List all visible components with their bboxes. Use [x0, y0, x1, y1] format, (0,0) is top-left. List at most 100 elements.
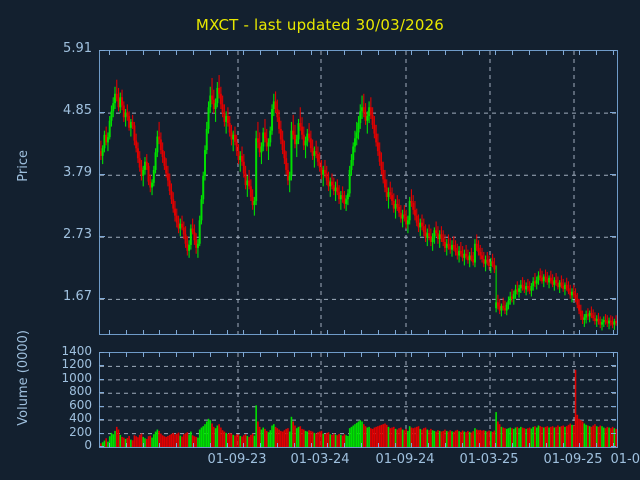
- volume-tick-label: 1200: [61, 357, 92, 372]
- tick-mark: [579, 443, 580, 448]
- tick-mark: [428, 50, 429, 55]
- price-chart-panel[interactable]: [99, 50, 618, 335]
- tick-mark: [126, 443, 127, 448]
- tick-mark: [529, 443, 530, 448]
- tick-mark: [596, 352, 597, 357]
- tick-mark: [411, 443, 412, 448]
- tick-mark: [176, 50, 177, 55]
- tick-mark: [411, 50, 412, 55]
- tick-mark: [579, 330, 580, 335]
- volume-tick-label: 1000: [61, 370, 92, 385]
- tick-mark: [378, 443, 379, 448]
- tick-mark: [311, 352, 312, 357]
- tick-mark: [610, 174, 616, 175]
- tick-mark: [611, 379, 616, 380]
- x-tick-label: 01-03-25: [459, 452, 519, 467]
- tick-mark: [227, 352, 228, 357]
- x-tick-label: 01-03-26: [610, 452, 640, 467]
- tick-mark: [243, 443, 244, 448]
- tick-mark: [294, 443, 295, 448]
- tick-mark: [378, 352, 379, 357]
- tick-mark: [260, 50, 261, 55]
- tick-mark: [99, 236, 105, 237]
- tick-mark: [294, 352, 295, 357]
- volume-tick-label: 1400: [61, 344, 92, 358]
- tick-mark: [512, 443, 513, 448]
- tick-mark: [395, 443, 396, 448]
- tick-mark: [277, 50, 278, 55]
- tick-mark: [479, 443, 480, 448]
- tick-mark: [596, 330, 597, 335]
- tick-mark: [159, 352, 160, 357]
- tick-mark: [277, 443, 278, 448]
- tick-mark: [126, 50, 127, 55]
- tick-mark: [462, 443, 463, 448]
- tick-mark: [99, 406, 104, 407]
- tick-mark: [126, 330, 127, 335]
- tick-mark: [311, 443, 312, 448]
- tick-mark: [563, 50, 564, 55]
- tick-mark: [99, 352, 104, 353]
- tick-mark: [126, 352, 127, 357]
- tick-mark: [462, 352, 463, 357]
- tick-mark: [109, 443, 110, 448]
- tick-mark: [210, 330, 211, 335]
- tick-mark: [99, 392, 104, 393]
- tick-mark: [611, 419, 616, 420]
- tick-mark: [428, 330, 429, 335]
- tick-mark: [613, 443, 614, 448]
- tick-mark: [361, 50, 362, 55]
- tick-mark: [344, 50, 345, 55]
- tick-mark: [512, 330, 513, 335]
- tick-mark: [311, 330, 312, 335]
- tick-mark: [411, 352, 412, 357]
- tick-mark: [176, 352, 177, 357]
- tick-mark: [344, 443, 345, 448]
- tick-mark: [210, 50, 211, 55]
- tick-mark: [210, 352, 211, 357]
- volume-tick-label: 0: [84, 438, 92, 452]
- tick-mark: [327, 330, 328, 335]
- tick-mark: [445, 352, 446, 357]
- tick-mark: [579, 50, 580, 55]
- tick-mark: [445, 330, 446, 335]
- tick-mark: [479, 330, 480, 335]
- tick-mark: [610, 50, 616, 51]
- volume-tick-label: 400: [69, 411, 92, 426]
- price-tick-label: 3.79: [63, 165, 92, 181]
- tick-mark: [361, 330, 362, 335]
- tick-mark: [378, 330, 379, 335]
- tick-mark: [579, 352, 580, 357]
- tick-mark: [193, 443, 194, 448]
- tick-mark: [613, 50, 614, 55]
- volume-bar-series: [100, 353, 617, 447]
- tick-mark: [378, 50, 379, 55]
- tick-mark: [277, 352, 278, 357]
- tick-mark: [563, 330, 564, 335]
- tick-mark: [495, 50, 496, 55]
- tick-mark: [99, 433, 104, 434]
- tick-mark: [243, 330, 244, 335]
- tick-mark: [227, 443, 228, 448]
- volume-chart-panel[interactable]: [99, 352, 618, 448]
- page-title: MXCT - last updated 30/03/2026: [195, 16, 445, 34]
- tick-mark: [462, 50, 463, 55]
- tick-mark: [109, 330, 110, 335]
- tick-mark: [99, 365, 104, 366]
- tick-mark: [361, 352, 362, 357]
- tick-mark: [479, 50, 480, 55]
- tick-mark: [143, 50, 144, 55]
- tick-mark: [277, 330, 278, 335]
- tick-mark: [611, 406, 616, 407]
- tick-mark: [176, 443, 177, 448]
- tick-mark: [512, 50, 513, 55]
- tick-mark: [344, 352, 345, 357]
- tick-mark: [159, 443, 160, 448]
- tick-mark: [210, 443, 211, 448]
- tick-mark: [411, 330, 412, 335]
- tick-mark: [193, 50, 194, 55]
- tick-mark: [143, 443, 144, 448]
- price-tick-label: 4.85: [63, 103, 92, 119]
- tick-mark: [294, 330, 295, 335]
